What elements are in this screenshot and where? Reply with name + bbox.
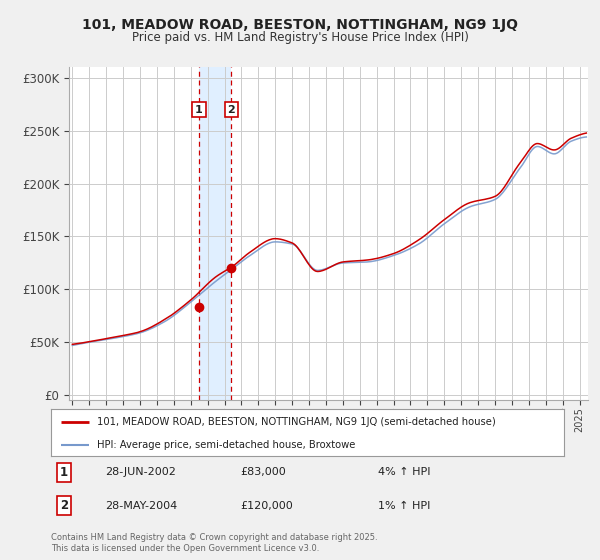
Text: £83,000: £83,000 [240,467,286,477]
Text: 1: 1 [60,465,68,479]
Text: 28-MAY-2004: 28-MAY-2004 [105,501,177,511]
Text: 101, MEADOW ROAD, BEESTON, NOTTINGHAM, NG9 1JQ: 101, MEADOW ROAD, BEESTON, NOTTINGHAM, N… [82,18,518,32]
Text: 28-JUN-2002: 28-JUN-2002 [105,467,176,477]
Text: Contains HM Land Registry data © Crown copyright and database right 2025.
This d: Contains HM Land Registry data © Crown c… [51,533,377,553]
Text: 2: 2 [60,499,68,512]
Text: 101, MEADOW ROAD, BEESTON, NOTTINGHAM, NG9 1JQ (semi-detached house): 101, MEADOW ROAD, BEESTON, NOTTINGHAM, N… [97,417,496,427]
Text: HPI: Average price, semi-detached house, Broxtowe: HPI: Average price, semi-detached house,… [97,440,356,450]
Text: Price paid vs. HM Land Registry's House Price Index (HPI): Price paid vs. HM Land Registry's House … [131,31,469,44]
Text: 1% ↑ HPI: 1% ↑ HPI [378,501,430,511]
Text: £120,000: £120,000 [240,501,293,511]
Text: 2: 2 [227,105,235,114]
Bar [199,67,232,400]
Text: 1: 1 [195,105,203,114]
Text: 4% ↑ HPI: 4% ↑ HPI [378,467,431,477]
